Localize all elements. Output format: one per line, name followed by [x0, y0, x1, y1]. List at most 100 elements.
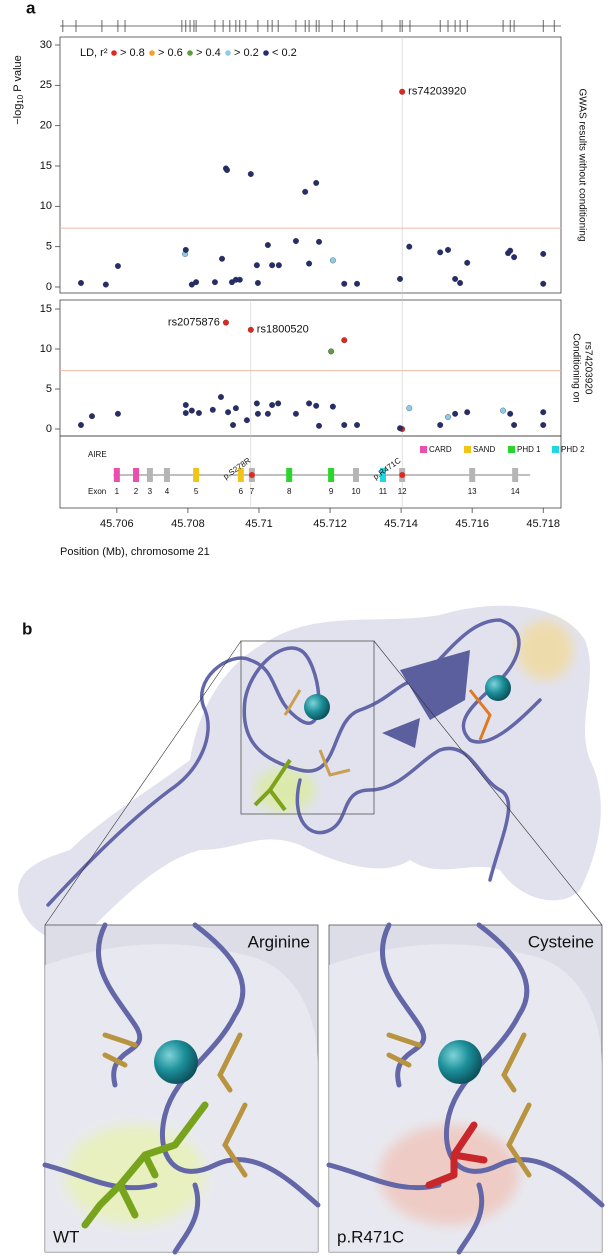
point — [316, 422, 322, 429]
exon-number: 2 — [134, 487, 139, 496]
exon — [328, 468, 335, 482]
inset: Arginine WT — [42, 922, 321, 1255]
point — [500, 407, 507, 414]
point — [211, 279, 218, 286]
point — [219, 255, 225, 262]
point — [540, 280, 547, 287]
point — [313, 179, 320, 186]
plot-frames — [59, 25, 562, 509]
point — [437, 249, 444, 256]
side-label: GWAS results without conditioning — [576, 88, 587, 241]
y-tick-label: 15 — [40, 303, 52, 315]
point — [464, 409, 471, 416]
point — [406, 243, 413, 250]
exon — [237, 468, 244, 482]
point — [397, 425, 403, 432]
point — [329, 403, 336, 410]
y-tick-label: 0 — [46, 423, 52, 435]
point — [406, 405, 413, 412]
point — [253, 262, 260, 269]
point — [236, 276, 243, 283]
inset: Cysteine p.R471C — [326, 922, 605, 1255]
point — [275, 400, 282, 407]
point — [232, 405, 239, 412]
legend-label: > 0.2 — [234, 47, 259, 59]
exon — [379, 468, 386, 482]
domain-label: SAND — [473, 445, 495, 454]
legend-swatch — [111, 50, 117, 56]
x-tick-label: 45.708 — [171, 518, 205, 530]
point — [182, 246, 189, 253]
legend-label: > 0.4 — [196, 47, 221, 59]
point — [193, 279, 200, 286]
point — [306, 400, 313, 407]
residue-name: Cysteine — [528, 932, 594, 951]
point — [507, 410, 514, 417]
exon-number: 14 — [511, 487, 520, 496]
point — [437, 422, 444, 428]
point — [269, 402, 276, 408]
domain-swatch — [464, 446, 471, 453]
legend-label: > 0.8 — [120, 47, 145, 59]
x-tick-label: 45.718 — [526, 518, 560, 530]
point — [354, 280, 360, 287]
point — [275, 262, 282, 269]
point — [354, 422, 360, 428]
panel-label: a — [26, 0, 36, 17]
y-axis-label-part: −log — [12, 104, 24, 125]
point — [452, 410, 459, 417]
point — [313, 402, 320, 409]
zinc-ion — [438, 1040, 482, 1084]
exon-title: Exon — [88, 487, 106, 496]
point — [457, 280, 464, 286]
point — [253, 400, 260, 407]
point — [328, 348, 335, 355]
point — [445, 414, 451, 420]
variant-dot — [399, 472, 406, 478]
x-tick-label: 45.714 — [384, 518, 418, 530]
point — [188, 407, 195, 414]
residue-name: Arginine — [248, 932, 310, 951]
point — [218, 394, 224, 400]
point — [445, 246, 451, 253]
y-tick-label: 15 — [40, 160, 52, 172]
exon — [146, 468, 153, 482]
exon — [133, 468, 140, 482]
y-tick-label: 0 — [46, 281, 52, 293]
annotation: rs1800520 — [257, 324, 309, 336]
cys-sticks — [386, 1032, 532, 1178]
variant-dot — [248, 472, 255, 478]
y-tick-label: 5 — [46, 383, 52, 395]
exon-number: 1 — [115, 487, 120, 496]
x-tick-label: 45.716 — [455, 518, 489, 530]
annotation: rs2075876 — [168, 317, 220, 329]
variant-name: WT — [53, 1227, 79, 1246]
exon-number: 12 — [398, 487, 407, 496]
point — [89, 413, 95, 420]
annotation: rs74203920 — [408, 86, 466, 98]
point — [78, 422, 84, 428]
side-label: Conditioning on — [570, 333, 581, 403]
point — [452, 275, 459, 282]
exon — [352, 468, 359, 482]
point — [540, 250, 547, 257]
cys-sticks — [102, 1032, 248, 1178]
variant-label: p.R471C — [371, 456, 402, 482]
point — [292, 410, 299, 417]
exon-number: 10 — [352, 487, 361, 496]
exon-number: 9 — [329, 487, 334, 496]
ribbon — [42, 922, 321, 1255]
legend-swatch — [263, 50, 269, 56]
point — [102, 281, 109, 288]
x-axis-label: Position (Mb), chromosome 21 — [60, 546, 210, 558]
exon — [469, 468, 476, 482]
variant-label: p.S278R — [222, 456, 253, 481]
point — [114, 263, 121, 269]
side-label: rs74203920 — [582, 342, 593, 395]
variant-name: p.R471C — [337, 1227, 404, 1246]
point — [306, 260, 313, 267]
point — [399, 88, 406, 95]
exon — [113, 468, 120, 482]
y-tick-label: 10 — [40, 200, 52, 212]
domain-label: PHD 2 — [561, 445, 585, 454]
